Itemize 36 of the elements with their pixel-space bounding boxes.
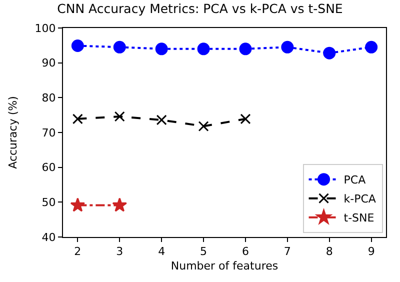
point <box>155 42 168 56</box>
y-tick-label: 40 <box>42 230 56 244</box>
point <box>112 198 128 212</box>
x-tick-label: 5 <box>200 245 208 258</box>
point <box>239 42 252 56</box>
point <box>113 40 126 54</box>
point <box>70 198 86 212</box>
y-tick-label: 60 <box>42 161 56 174</box>
x-tick-label: 3 <box>116 245 124 258</box>
y-tick-label: 100 <box>34 22 56 35</box>
point <box>197 42 210 56</box>
point <box>156 114 167 126</box>
y-tick-label: 80 <box>42 92 56 105</box>
point <box>281 40 294 54</box>
legend-label: PCA <box>344 174 366 187</box>
x-axis-title: Number of features <box>170 259 278 272</box>
point <box>365 40 378 54</box>
point <box>71 40 84 52</box>
point <box>198 120 209 132</box>
x-tick-label: 2 <box>74 245 82 258</box>
point <box>114 111 125 122</box>
legend-label: k-PCA <box>344 192 376 206</box>
x-tick-label: 4 <box>158 245 166 258</box>
y-tick-label: 50 <box>42 196 56 210</box>
x-tick-label: 6 <box>242 245 249 258</box>
chart-title: CNN Accuracy Metrics: PCA vs k-PCA vs t-SNE <box>57 0 343 16</box>
legend-label: t-SNE <box>344 212 374 225</box>
point <box>72 114 83 124</box>
y-tick-label: 90 <box>42 56 56 70</box>
point <box>323 46 336 60</box>
x-tick-label: 9 <box>368 245 375 258</box>
x-tick-label: 8 <box>326 245 333 258</box>
y-tick-label: 70 <box>42 126 56 140</box>
y-axis-title: Accuracy (%) <box>6 96 20 169</box>
point <box>240 114 251 124</box>
x-tick-label: 7 <box>284 245 291 258</box>
